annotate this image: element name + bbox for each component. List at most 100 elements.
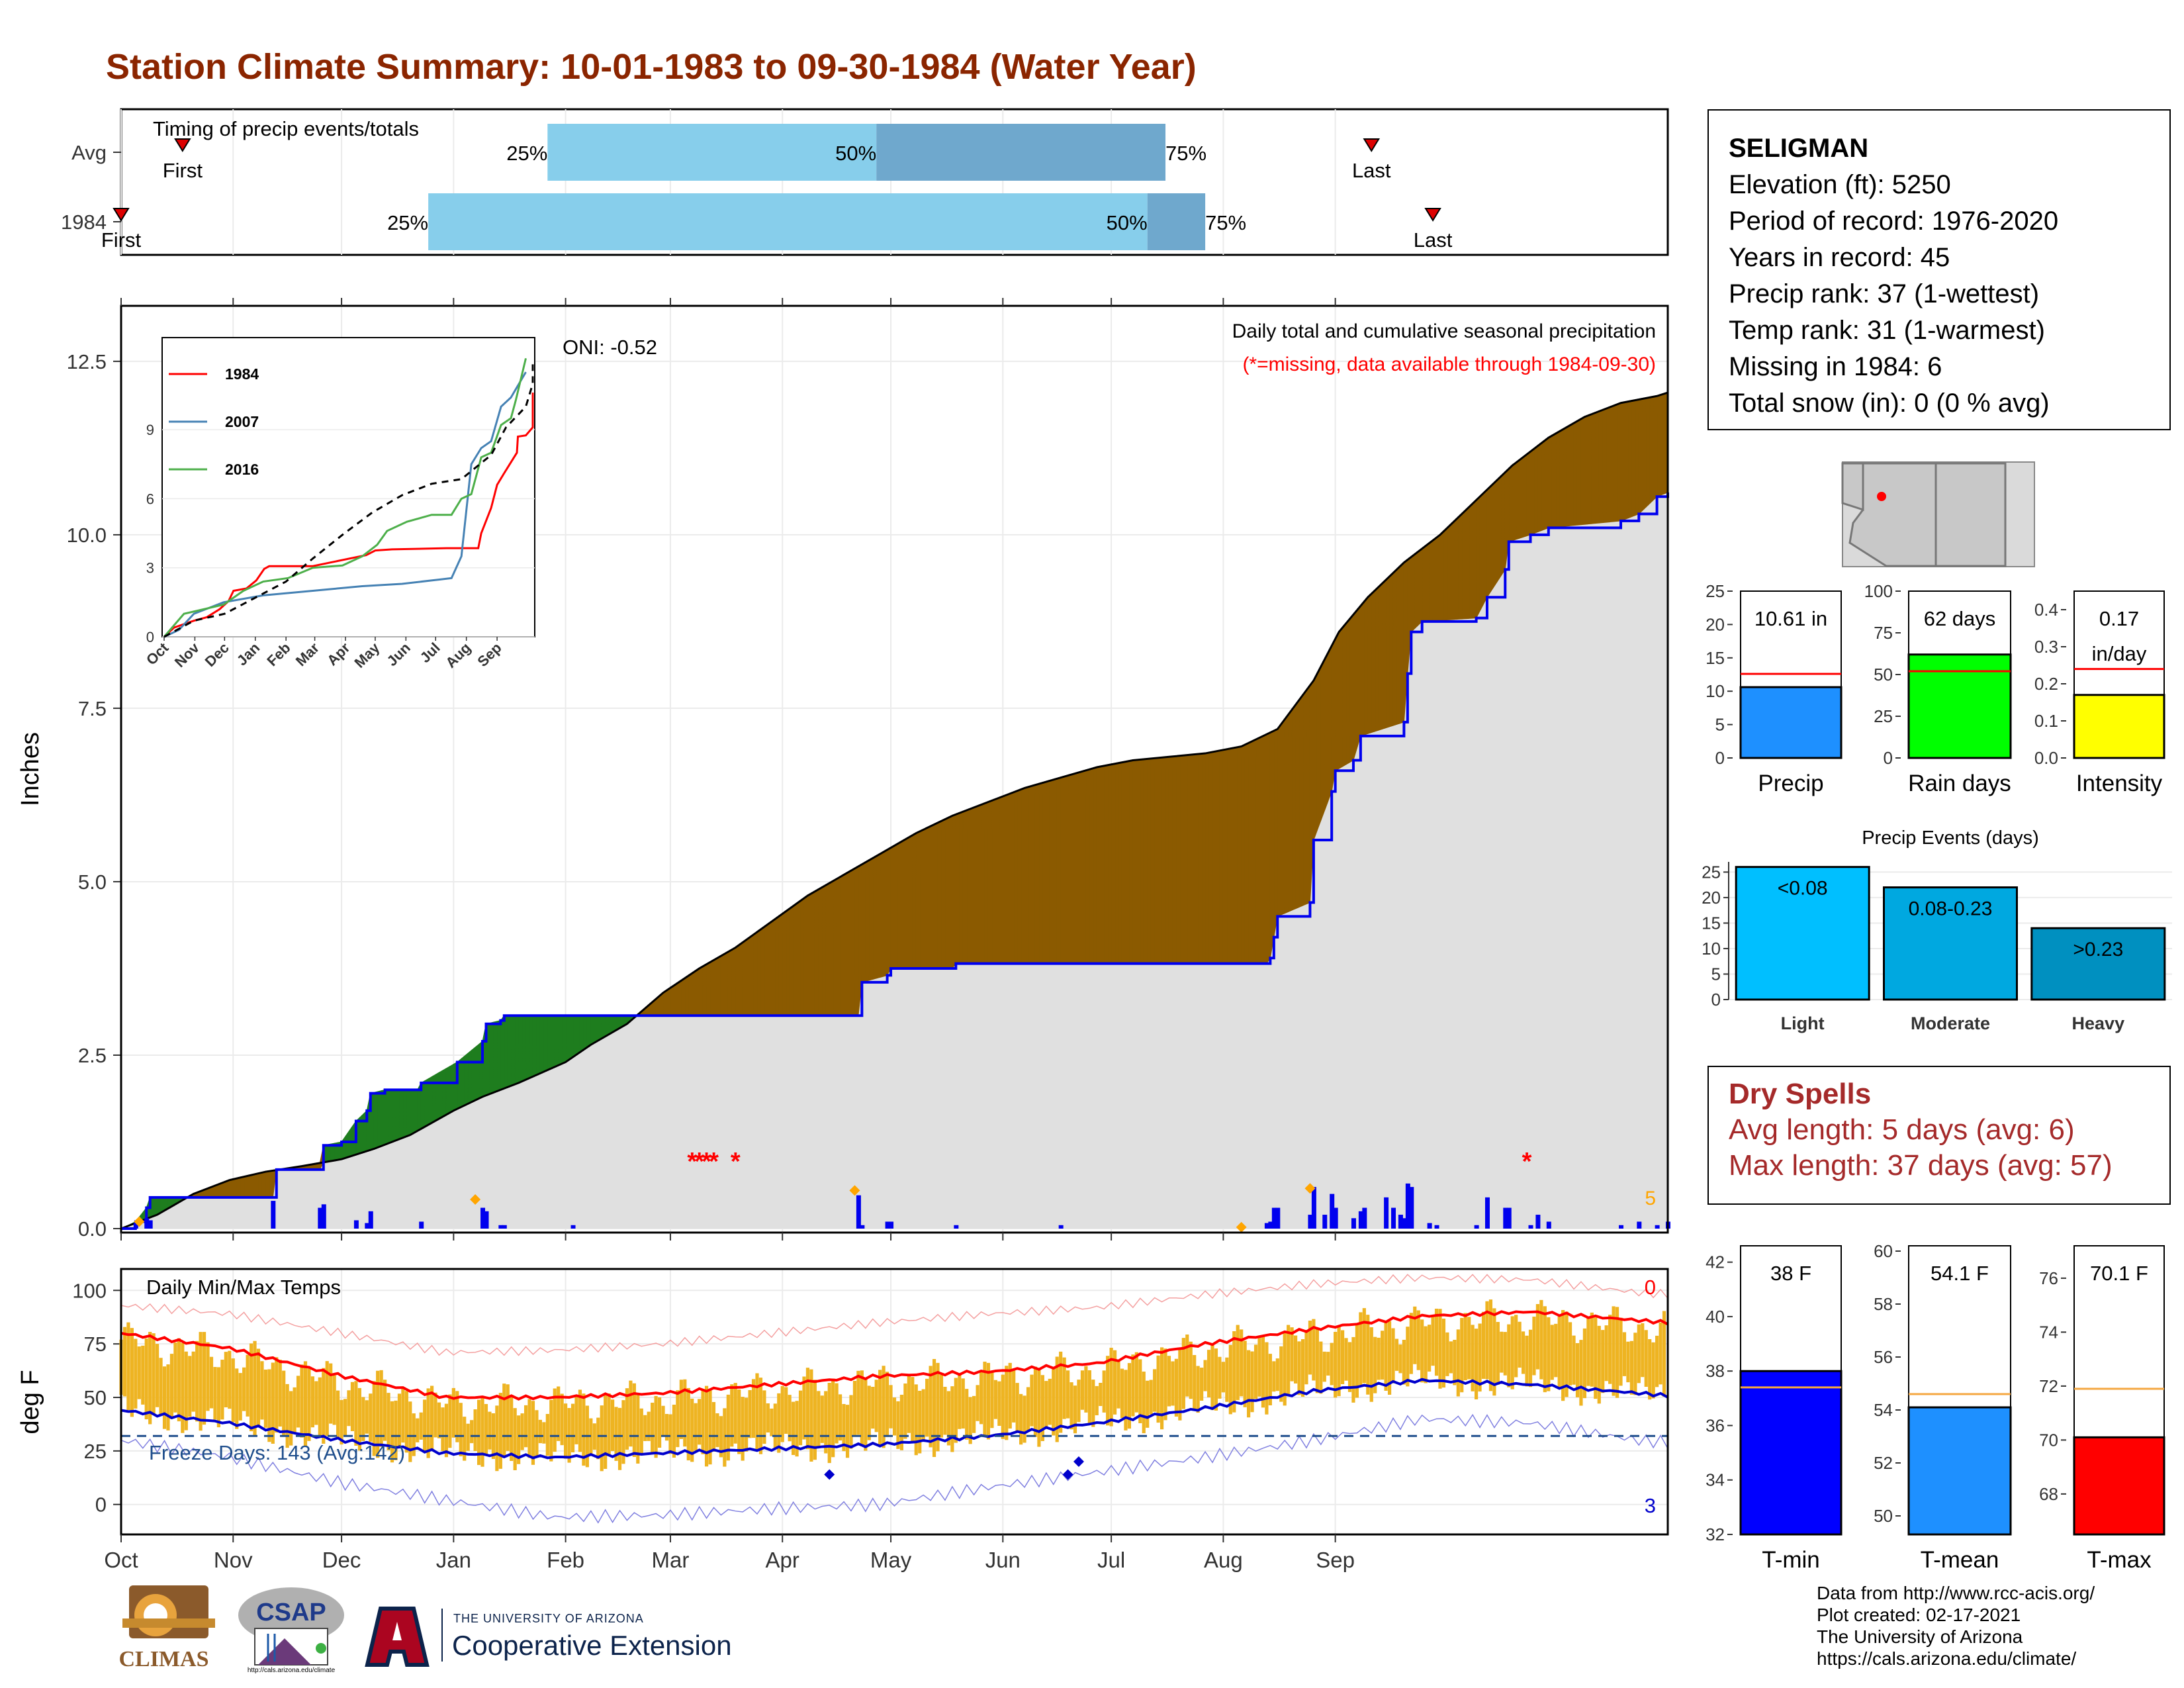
timing-marker-icon — [113, 208, 130, 222]
precip-daily-bar — [1058, 1225, 1064, 1229]
precip-daily-bar — [484, 1211, 489, 1229]
intensity-ytick-label: 0.2 — [2034, 674, 2058, 694]
precip-ylabel: Inches — [17, 732, 44, 806]
t-min-ytick-label: 40 — [1706, 1307, 1725, 1327]
timing-pct-label: 25% — [387, 211, 428, 234]
events-bar — [2030, 927, 2166, 1001]
t-max-ytick-label: 68 — [2039, 1484, 2058, 1504]
intensity-category-label: Intensity — [2076, 771, 2163, 796]
credit-data-source: Data from http://www.rcc-acis.org/ — [1817, 1583, 2095, 1603]
intensity-ytick-label: 0.0 — [2034, 748, 2058, 768]
temp-xtick-label: Apr — [766, 1548, 799, 1572]
timing-bar-50-75 — [1147, 193, 1206, 250]
timing-pct-label: 50% — [1107, 211, 1148, 234]
events-bar — [1735, 866, 1870, 1001]
intensity-ytick-label: 0.4 — [2034, 600, 2058, 620]
precip-daily-bar — [1271, 1207, 1277, 1229]
csap-logo-url: http://cals.arizona.edu/climate — [247, 1667, 336, 1674]
events-bar — [1883, 886, 2018, 1001]
inset-ytick-label: 9 — [146, 422, 154, 438]
ua-large-text: Cooperative Extension — [452, 1630, 732, 1661]
ua-small-text: THE UNIVERSITY OF ARIZONA — [453, 1612, 644, 1625]
precip-ytick-label: 5.0 — [78, 870, 107, 894]
timing-marker-icon — [174, 138, 191, 152]
precip-daily-bar — [1506, 1207, 1512, 1229]
t-mean-ytick-label: 52 — [1874, 1453, 1893, 1473]
t-min-bar — [1739, 1370, 1843, 1536]
timing-row-label: Avg — [71, 141, 107, 164]
inset-ytick-label: 3 — [146, 560, 154, 577]
precip-record-marker — [1304, 1183, 1316, 1194]
precip-daily-bar — [353, 1220, 359, 1229]
rain-days-ytick-label: 0 — [1884, 748, 1893, 768]
intensity-ytick-label: 0.1 — [2034, 711, 2058, 731]
timing-marker-label: Last — [1414, 228, 1453, 252]
events-ytick-label: 20 — [1702, 888, 1721, 908]
temp-ytick-label: 75 — [84, 1333, 107, 1356]
precip-total-ytick-label: 20 — [1706, 614, 1725, 634]
t-max-ytick-label: 74 — [2039, 1322, 2058, 1342]
precip-total-value-label: 10.61 in — [1754, 607, 1827, 630]
dry-spells-max: Max length: 37 days (avg: 57) — [1729, 1149, 2113, 1182]
t-mean-ytick-label: 58 — [1874, 1294, 1893, 1314]
temp-panel-frame — [120, 1268, 1669, 1536]
t-mean-value-label: 54.1 F — [1931, 1262, 1989, 1285]
station-missing: Missing in 1984: 6 — [1729, 352, 1942, 381]
rain-days-value-label: 62 days — [1924, 607, 1996, 630]
t-min-category-label: T-min — [1762, 1547, 1820, 1573]
events-bar-label: <0.08 — [1778, 878, 1828, 900]
inset-legend-label: 2016 — [225, 461, 259, 478]
temp-record-low-count: 3 — [1645, 1494, 1656, 1517]
precip-missing-marker: * — [709, 1148, 719, 1176]
temp-avg-max-line — [120, 1310, 1668, 1401]
temp-xtick-label: Mar — [652, 1548, 690, 1572]
t-min-ytick-label: 38 — [1706, 1361, 1725, 1381]
temp-record-low-marker — [1062, 1469, 1073, 1480]
temp-xtick-label: Feb — [547, 1548, 584, 1572]
events-category-label: Light — [1781, 1013, 1825, 1033]
climas-logo-text: CLIMAS — [118, 1647, 209, 1671]
events-ytick-label: 25 — [1702, 862, 1721, 882]
timing-marker-label: First — [101, 228, 142, 252]
precip-daily-bar — [889, 1221, 894, 1229]
temp-xtick-label: Sep — [1316, 1548, 1355, 1572]
precip-daily-bar — [1322, 1215, 1328, 1229]
precip-daily-bar — [318, 1207, 323, 1229]
events-bar-label: 0.08-0.23 — [1909, 898, 1993, 920]
t-min-ytick-label: 32 — [1706, 1524, 1725, 1544]
events-title: Precip Events (days) — [1862, 827, 2039, 849]
precip-daily-bar — [1655, 1225, 1660, 1229]
temp-avg-min-line — [120, 1378, 1668, 1460]
temp-ytick-label: 100 — [72, 1279, 107, 1302]
precip-daily-bar — [1308, 1215, 1313, 1229]
events-ytick-label: 5 — [1711, 964, 1721, 984]
precip-daily-bar — [1484, 1197, 1490, 1229]
intensity-ytick-label: 0.3 — [2034, 637, 2058, 657]
precip-daily-bar — [1503, 1207, 1508, 1229]
precip-daily-bar — [570, 1225, 576, 1229]
precip-missing-marker: * — [731, 1148, 741, 1176]
inset-legend-label: 1984 — [225, 365, 259, 383]
precip-daily-bar — [1535, 1215, 1541, 1229]
inset-series-line — [163, 357, 527, 637]
precip-daily-bar — [1362, 1207, 1367, 1229]
inset-legend-label: 2007 — [225, 413, 259, 430]
temp-freeze-label: Freeze Days: 143 (Avg:142) — [149, 1441, 405, 1464]
precip-daily-bar — [502, 1225, 507, 1229]
precip-total-ytick-label: 5 — [1715, 715, 1725, 735]
t-max-value-label: 70.1 F — [2090, 1262, 2148, 1285]
precip-daily-bar — [419, 1221, 424, 1229]
timing-pct-label: 50% — [835, 142, 876, 165]
precip-daily-bar — [1405, 1183, 1410, 1229]
events-ytick-label: 15 — [1702, 913, 1721, 933]
precip-oni-label: ONI: -0.52 — [563, 336, 657, 359]
precip-ytick-label: 2.5 — [78, 1044, 107, 1067]
precip-daily-bar — [1268, 1221, 1273, 1229]
timing-marker-icon — [1424, 208, 1441, 222]
precip-daily-bar — [1264, 1223, 1269, 1229]
precip-daily-bar — [954, 1225, 959, 1229]
temp-xtick-label: Jun — [985, 1548, 1021, 1572]
precip-year-cumulative-line — [121, 492, 1669, 1230]
page-title: Station Climate Summary: 10-01-1983 to 0… — [106, 47, 1197, 87]
temp-ytick-label: 50 — [84, 1386, 107, 1409]
